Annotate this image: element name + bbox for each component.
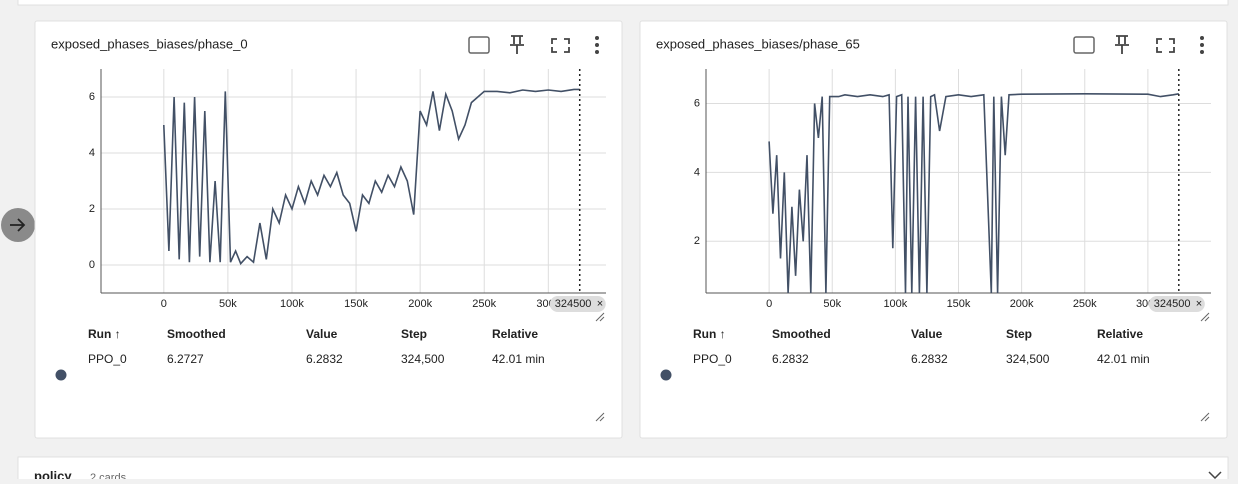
x-tick-label: 0 <box>161 298 167 310</box>
table-cell: 42.01 min <box>492 352 545 366</box>
table-cell: 6.2832 <box>306 352 343 366</box>
y-tick-label: 4 <box>694 166 700 178</box>
cursor-label: 324500 <box>1154 298 1191 310</box>
table-header: Value <box>911 327 943 341</box>
x-tick-label: 250k <box>472 298 496 310</box>
arrow-icon <box>10 218 26 232</box>
table-header: Step <box>401 327 427 341</box>
resize-handle[interactable] <box>1200 312 1210 322</box>
y-tick-label: 6 <box>694 97 700 109</box>
x-tick-label: 250k <box>1073 298 1097 310</box>
previous-card <box>17 0 1229 6</box>
table-cell: 324,500 <box>401 352 445 366</box>
x-tick-label: 200k <box>408 298 432 310</box>
x-tick-label: 200k <box>1010 298 1034 310</box>
expand-icon[interactable] <box>1208 471 1222 480</box>
table-header: Value <box>306 327 338 341</box>
menu-dot[interactable] <box>1200 50 1204 54</box>
table-cell: 42.01 min <box>1097 352 1150 366</box>
table-cell: 324,500 <box>1006 352 1050 366</box>
section-header[interactable] <box>17 456 1229 484</box>
table-cell: 6.2727 <box>167 352 204 366</box>
card-title: exposed_phases_biases/phase_0 <box>51 36 248 51</box>
card: exposed_phases_biases/phase_0 0 2 4 6 0 50k 100… <box>34 20 623 439</box>
y-tick-label: 2 <box>89 203 95 215</box>
menu-dot[interactable] <box>595 36 599 40</box>
run-color-dot <box>55 369 67 381</box>
menu-dot[interactable] <box>595 50 599 54</box>
fit-icon[interactable] <box>468 36 490 54</box>
card-bg <box>639 20 1228 439</box>
cursor-label: 324500 <box>555 298 592 310</box>
x-tick-label: 50k <box>823 298 841 310</box>
x-tick-label: 100k <box>280 298 304 310</box>
table-cell: 6.2832 <box>911 352 948 366</box>
table-header: Run ↑ <box>88 327 121 341</box>
x-tick-label: 150k <box>344 298 368 310</box>
y-tick-label: 6 <box>89 91 95 103</box>
y-tick-label: 0 <box>89 259 95 271</box>
x-tick-label: 150k <box>947 298 971 310</box>
table-header: Run ↑ <box>693 327 726 341</box>
menu-dot[interactable] <box>1200 36 1204 40</box>
series-line <box>163 88 580 266</box>
x-tick-label: 0 <box>766 298 772 310</box>
table-header: Smoothed <box>167 327 226 341</box>
fit-icon[interactable] <box>1073 36 1095 54</box>
card-bg <box>34 20 623 439</box>
x-tick-label: 50k <box>219 298 237 310</box>
cursor-chip <box>549 296 606 312</box>
section-count: 2 cards <box>90 472 127 479</box>
menu-dot[interactable] <box>1200 43 1204 47</box>
pin-icon[interactable] <box>510 35 524 54</box>
table-header: Relative <box>492 327 538 341</box>
resize-handle[interactable] <box>595 412 605 422</box>
pin-icon[interactable] <box>1115 35 1129 54</box>
x-tick-label: 100k <box>883 298 907 310</box>
cursor-chip <box>1148 296 1205 312</box>
cursor-close[interactable]: × <box>1196 298 1202 310</box>
table-cell: 6.2832 <box>772 352 809 366</box>
run-color-dot <box>660 369 672 381</box>
fullscreen-icon[interactable] <box>1156 38 1175 53</box>
resize-handle[interactable] <box>1200 412 1210 422</box>
card-title: exposed_phases_biases/phase_65 <box>656 36 860 51</box>
resize-handle[interactable] <box>595 312 605 322</box>
menu-dot[interactable] <box>595 43 599 47</box>
table-header: Step <box>1006 327 1032 341</box>
y-tick-label: 4 <box>89 147 95 159</box>
cursor-close[interactable]: × <box>597 298 603 310</box>
section-title: policy <box>34 468 72 479</box>
table-header: Relative <box>1097 327 1143 341</box>
card: exposed_phases_biases/phase_65 2 4 6 0 50k 100… <box>639 20 1228 439</box>
run-name: PPO_0 <box>693 352 732 366</box>
series-line <box>768 92 1179 293</box>
fullscreen-icon[interactable] <box>551 38 570 53</box>
table-header: Smoothed <box>772 327 831 341</box>
y-tick-label: 2 <box>694 235 700 247</box>
run-name: PPO_0 <box>88 352 127 366</box>
